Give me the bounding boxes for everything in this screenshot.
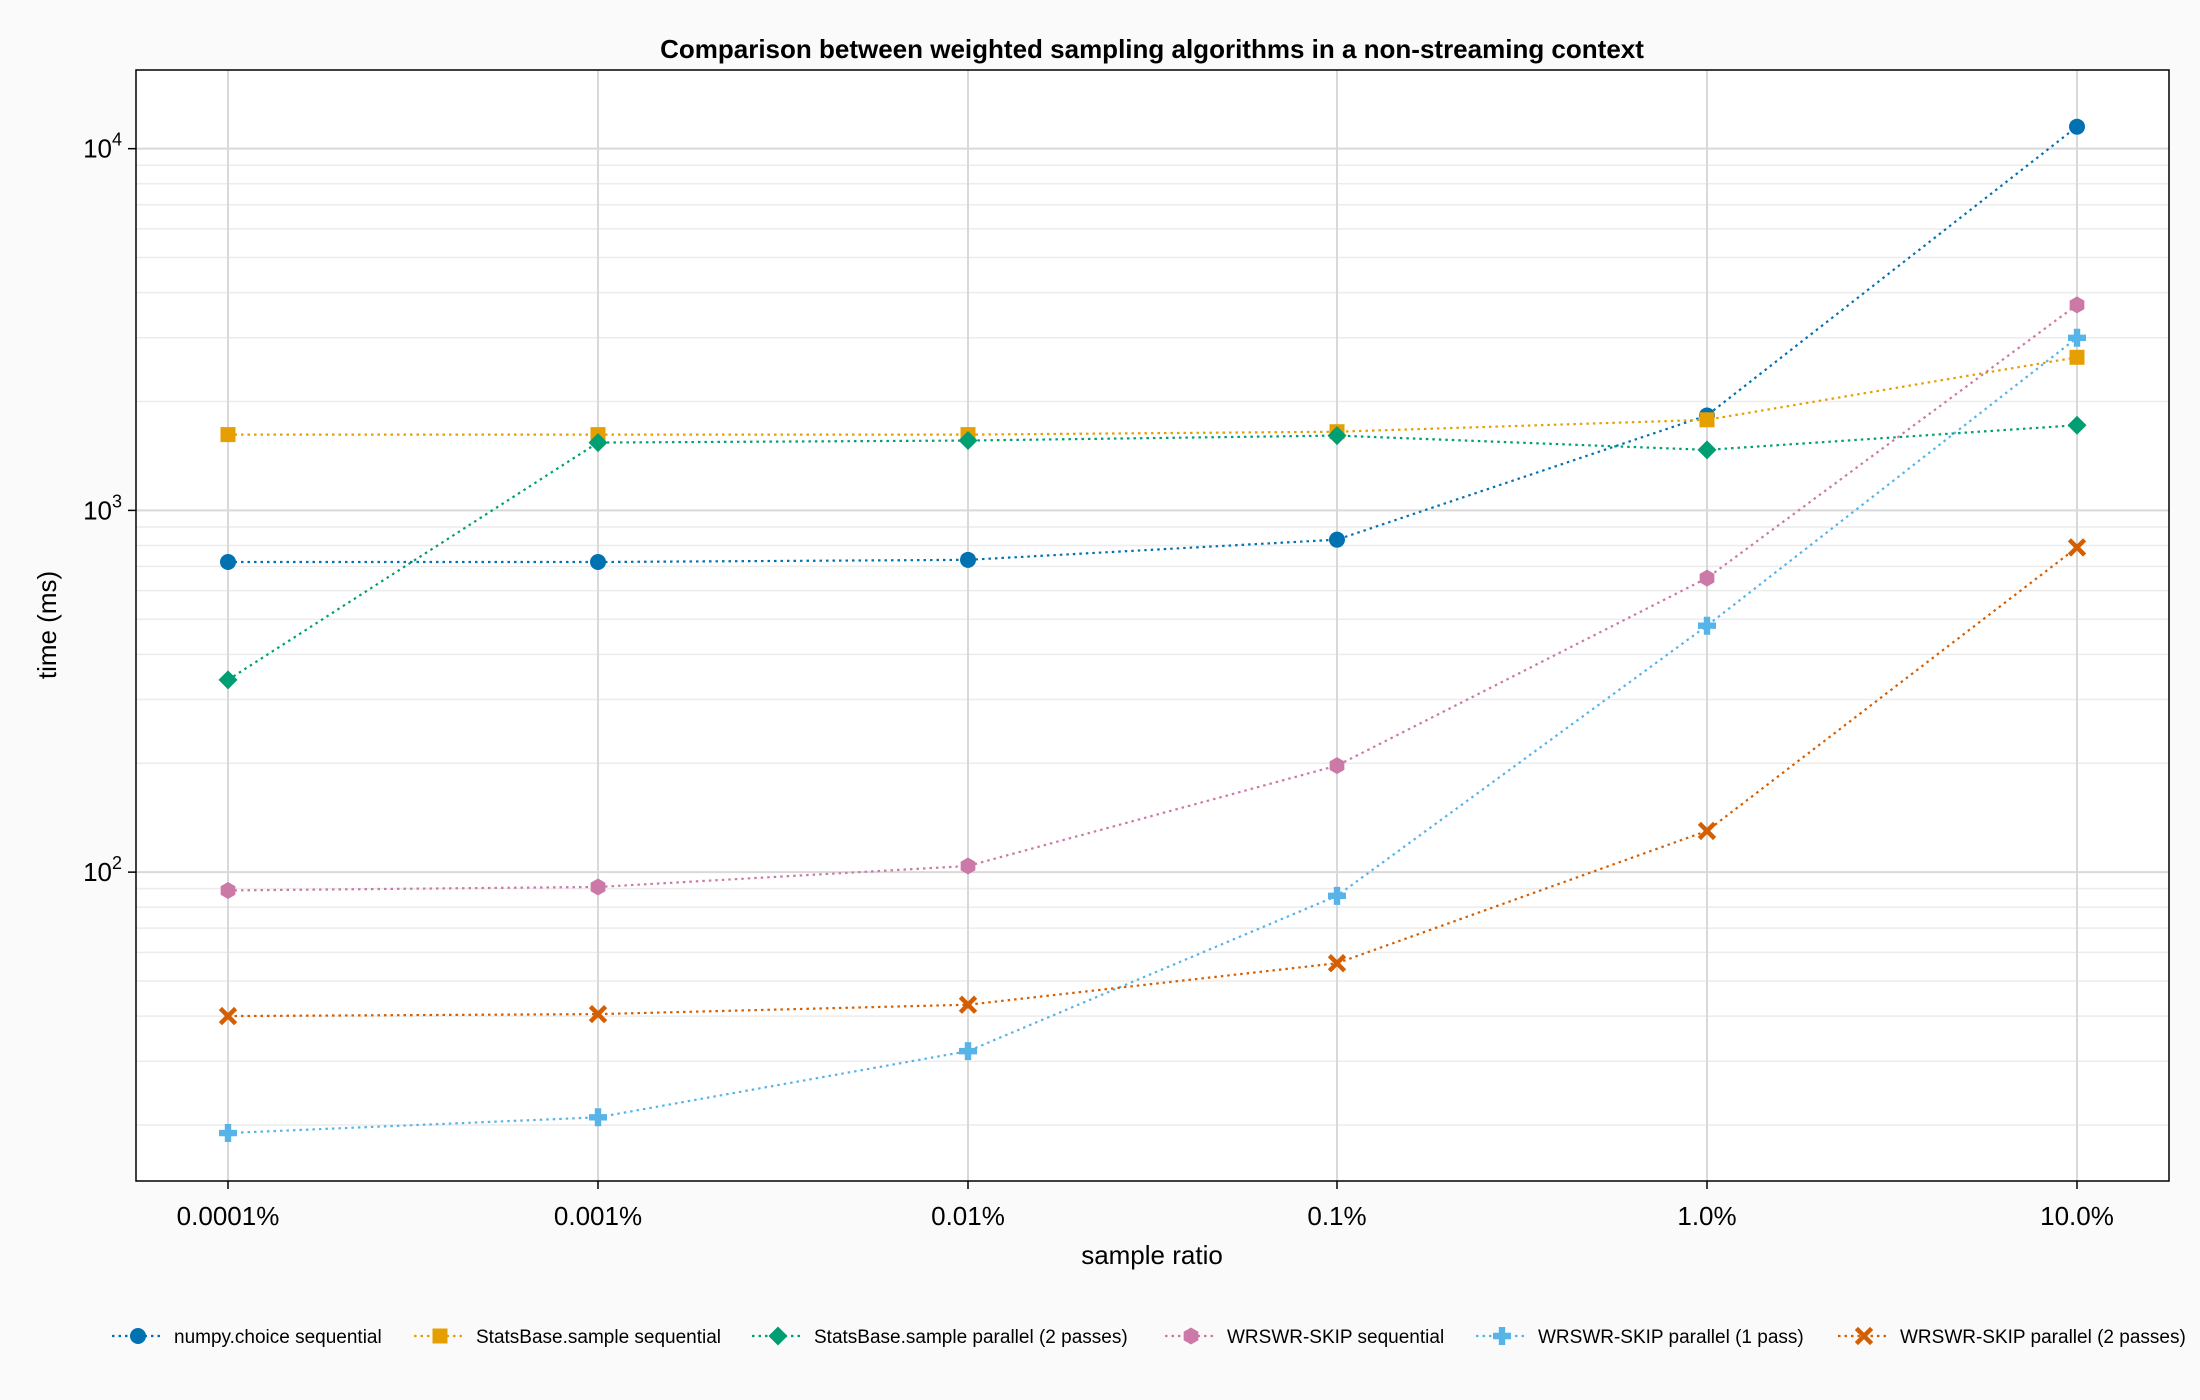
plot-area [136, 70, 2169, 1181]
data-point [2067, 538, 2087, 557]
legend-item-6: WRSWR-SKIP parallel (2 passes) [1838, 1326, 2186, 1348]
data-point [588, 1004, 608, 1024]
series-5 [219, 328, 2086, 1143]
data-point [2069, 118, 2085, 135]
data-point [1327, 954, 1347, 973]
series-line [227, 424, 2078, 681]
legend-item-5: WRSWR-SKIP parallel (1 pass) [1476, 1327, 1804, 1348]
legend-item-1: numpy.choice sequential [112, 1327, 382, 1348]
data-point [2069, 349, 2085, 365]
plot-frame [135, 69, 2170, 1182]
y-axis-label: time (ms) [32, 571, 62, 679]
series-1 [220, 118, 2085, 571]
legend-marker [1854, 1326, 1874, 1346]
legend-marker [130, 1328, 146, 1344]
x-tick-label: 1.0% [1677, 1201, 1736, 1231]
data-point [1327, 426, 1347, 446]
x-axis-label: sample ratio [1081, 1240, 1223, 1270]
grid [136, 70, 2169, 1181]
legend-label: WRSWR-SKIP parallel (2 passes) [1900, 1327, 2186, 1348]
data-point [2068, 328, 2086, 347]
data-point [1697, 440, 1717, 460]
legend-label: StatsBase.sample sequential [476, 1327, 721, 1348]
series-layer [218, 118, 2087, 1143]
series-line [228, 125, 2078, 564]
series-line [228, 356, 2078, 436]
data-point [960, 857, 976, 875]
data-point [2069, 296, 2085, 314]
data-point [1697, 821, 1717, 841]
data-point [588, 433, 608, 453]
series-4 [220, 296, 2085, 899]
legend-label: WRSWR-SKIP sequential [1227, 1327, 1444, 1348]
data-point [1329, 531, 1345, 548]
data-point [590, 878, 606, 896]
data-point [220, 554, 236, 571]
data-point [589, 1108, 607, 1127]
legend-marker [432, 1328, 448, 1344]
data-point [1699, 569, 1715, 587]
x-tick-label: 10.0% [2040, 1201, 2114, 1231]
data-point [590, 554, 606, 571]
data-point [220, 881, 236, 899]
series-6 [218, 538, 2087, 1026]
legend-item-4: WRSWR-SKIP sequential [1165, 1327, 1444, 1348]
x-tick-label: 0.001% [554, 1201, 642, 1231]
data-point [1329, 757, 1345, 775]
data-point [2067, 415, 2087, 435]
data-point [958, 431, 978, 451]
data-point [1328, 886, 1346, 905]
y-tick-label: 102 [83, 853, 122, 887]
chart-title: Comparison between weighted sampling alg… [660, 34, 1644, 64]
data-point [959, 1042, 977, 1061]
x-tick-label: 0.01% [931, 1201, 1005, 1231]
series-line [227, 303, 2078, 892]
data-point [1698, 616, 1716, 635]
data-point [220, 427, 236, 443]
data-point [219, 1124, 237, 1143]
series-3 [218, 415, 2087, 690]
data-point [960, 551, 976, 568]
data-point [1699, 412, 1715, 428]
data-point [218, 1006, 238, 1026]
legend-item-3: StatsBase.sample parallel (2 passes) [752, 1326, 1128, 1348]
legend-label: numpy.choice sequential [174, 1327, 382, 1348]
legend-marker [768, 1326, 788, 1346]
legend-item-2: StatsBase.sample sequential [414, 1327, 721, 1348]
data-point [958, 995, 978, 1014]
legend-marker [1183, 1327, 1199, 1345]
legend-marker [1493, 1327, 1511, 1345]
data-point [218, 670, 238, 690]
x-tick-label: 0.1% [1307, 1201, 1366, 1231]
x-tick-label: 0.0001% [177, 1201, 280, 1231]
legend-label: WRSWR-SKIP parallel (1 pass) [1538, 1327, 1804, 1348]
legend: numpy.choice sequential StatsBase.sample … [112, 1326, 2186, 1348]
legend-label: StatsBase.sample parallel (2 passes) [814, 1327, 1128, 1348]
